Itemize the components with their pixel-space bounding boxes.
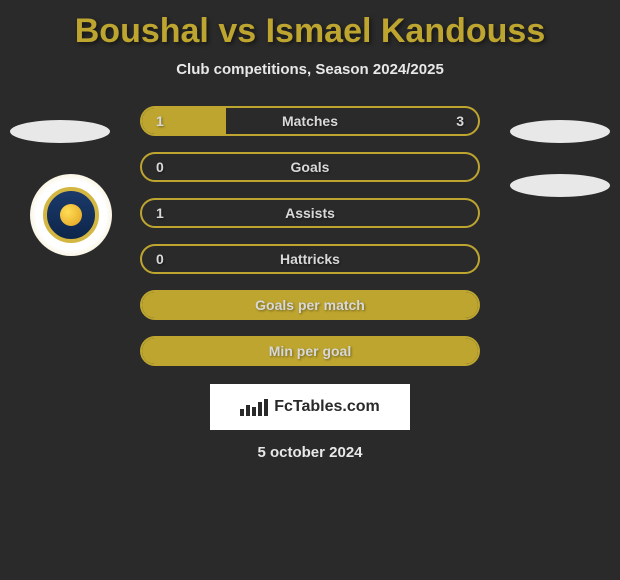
fctables-badge: FcTables.com	[210, 384, 410, 430]
fc-bar	[240, 409, 244, 416]
stat-row: 0 Goals	[140, 152, 480, 182]
stat-label: Hattricks	[280, 251, 340, 267]
stat-row: 1 Assists	[140, 198, 480, 228]
fctables-icon	[240, 399, 268, 416]
stat-label: Goals	[291, 159, 330, 175]
stat-row: 0 Hattricks	[140, 244, 480, 274]
page-title: Boushal vs Ismael Kandouss	[0, 0, 620, 51]
club-badge-ball	[60, 204, 82, 226]
stat-value-left: 1	[156, 113, 164, 129]
fc-bar	[258, 402, 262, 416]
fc-bar	[246, 405, 250, 416]
fctables-label: FcTables.com	[274, 398, 380, 416]
stat-row: Goals per match	[140, 290, 480, 320]
stat-label: Min per goal	[269, 343, 351, 359]
stat-label: Goals per match	[255, 297, 365, 313]
stat-label: Matches	[282, 113, 338, 129]
player-left-slot-1	[10, 120, 110, 143]
stat-fill	[142, 108, 226, 134]
club-badge-left	[30, 174, 112, 256]
stat-value-left: 1	[156, 205, 164, 221]
stat-row: Min per goal	[140, 336, 480, 366]
comparison-content: 1 3 Matches 0 Goals 1 Assists 0 Hattricks Goals p…	[0, 106, 620, 461]
player-right-slot-2	[510, 174, 610, 197]
stats-container: 1 3 Matches 0 Goals 1 Assists 0 Hattricks Goals p…	[140, 106, 480, 366]
club-badge-inner	[43, 187, 99, 243]
subtitle: Club competitions, Season 2024/2025	[0, 61, 620, 78]
snapshot-date: 5 october 2024	[0, 444, 620, 461]
stat-row: 1 3 Matches	[140, 106, 480, 136]
fc-bar	[252, 407, 256, 416]
player-right-slot-1	[510, 120, 610, 143]
fc-bar	[264, 399, 268, 416]
stat-label: Assists	[285, 205, 335, 221]
stat-value-right: 3	[456, 113, 464, 129]
stat-value-left: 0	[156, 251, 164, 267]
stat-value-left: 0	[156, 159, 164, 175]
